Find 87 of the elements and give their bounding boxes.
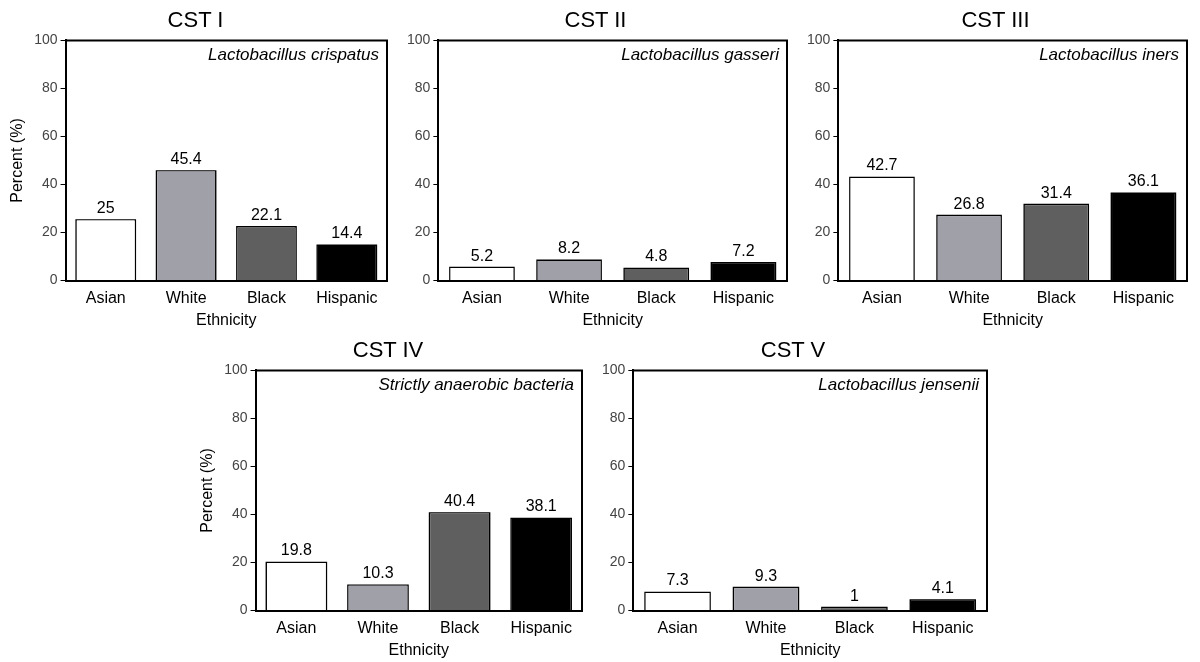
y-tick-label: 100 <box>807 31 831 48</box>
x-axis-title: Ethnicity <box>982 310 1043 328</box>
x-tick-label: White <box>548 288 590 306</box>
y-tick-label: 0 <box>422 271 431 288</box>
y-tick-label: 60 <box>609 457 626 474</box>
data-label: 38.1 <box>525 497 557 515</box>
annotation: Strictly anaerobic bacteria <box>378 374 574 394</box>
x-axis-title: Ethnicity <box>388 640 450 658</box>
y-tick-label: 0 <box>49 271 58 288</box>
data-label: 45.4 <box>170 149 202 167</box>
x-tick-label: Black <box>636 288 677 306</box>
y-tick-label: 100 <box>224 361 248 378</box>
y-tick-label: 0 <box>617 601 626 618</box>
x-tick-label: White <box>357 618 399 636</box>
y-tick-label: 20 <box>609 553 626 570</box>
y-tick-label: 60 <box>414 127 431 144</box>
x-tick-label: Black <box>1036 288 1077 306</box>
data-label: 22.1 <box>250 205 283 223</box>
y-tick-label: 60 <box>231 457 248 474</box>
y-tick-label: 0 <box>822 271 831 288</box>
data-label: 10.3 <box>362 564 394 582</box>
data-label: 25 <box>96 198 115 216</box>
y-tick-label: 60 <box>41 127 58 144</box>
y-tick-label: 40 <box>41 175 58 192</box>
y-tick-label: 40 <box>414 175 431 192</box>
data-label: 8.2 <box>557 239 581 257</box>
x-tick-label: Hispanic <box>510 618 572 636</box>
y-tick-label: 20 <box>414 223 431 240</box>
y-tick-label: 80 <box>414 79 431 96</box>
data-label: 42.7 <box>866 156 898 174</box>
x-tick-label: Asian <box>657 618 698 636</box>
y-tick-label: 60 <box>814 127 831 144</box>
data-label: 4.1 <box>931 579 955 597</box>
x-tick-label: Asian <box>461 288 502 306</box>
y-tick-label: 100 <box>407 31 431 48</box>
y-axis-title: Percent (%) <box>8 118 26 203</box>
annotation: Lactobacillus iners <box>1039 44 1180 64</box>
y-tick-label: 20 <box>231 553 248 570</box>
y-tick-label: 100 <box>34 31 58 48</box>
data-label: 7.2 <box>732 241 755 259</box>
chart-title: CST V <box>760 337 826 363</box>
data-label: 9.3 <box>754 566 778 584</box>
data-label: 4.8 <box>645 247 668 265</box>
data-label: 31.4 <box>1040 183 1072 201</box>
y-tick-label: 80 <box>609 409 626 426</box>
y-tick-label: 40 <box>814 175 831 192</box>
x-tick-label: Asian <box>861 288 902 306</box>
x-tick-label: White <box>165 288 207 306</box>
y-tick-label: 100 <box>602 361 626 378</box>
annotation: Lactobacillus gasseri <box>621 44 781 64</box>
x-tick-label: Hispanic <box>712 288 775 306</box>
x-tick-label: Asian <box>276 618 317 636</box>
annotation: Lactobacillus crispatus <box>207 44 380 64</box>
x-axis-title: Ethnicity <box>779 640 841 658</box>
x-tick-label: Hispanic <box>912 618 974 636</box>
data-label: 5.2 <box>470 246 494 264</box>
x-tick-label: Black <box>834 618 875 636</box>
data-label: 19.8 <box>280 541 313 559</box>
y-tick-label: 40 <box>609 505 626 522</box>
y-tick-label: 20 <box>814 223 831 240</box>
data-label: 1 <box>849 586 859 604</box>
y-tick-label: 80 <box>231 409 248 426</box>
x-tick-label: Hispanic <box>1112 288 1175 306</box>
data-label: 14.4 <box>331 224 363 242</box>
y-tick-label: 0 <box>239 601 248 618</box>
y-axis-title: Percent (%) <box>198 448 216 533</box>
y-tick-label: 80 <box>814 79 831 96</box>
annotation: Lactobacillus jensenii <box>818 374 981 394</box>
x-tick-label: Black <box>440 618 481 636</box>
x-tick-label: Black <box>246 288 288 306</box>
data-label: 26.8 <box>953 194 985 212</box>
y-tick-label: 20 <box>41 223 58 240</box>
y-tick-label: 40 <box>231 505 248 522</box>
chart-title: CST III <box>961 7 1030 33</box>
x-axis-title: Ethnicity <box>582 310 643 328</box>
data-label: 40.4 <box>444 491 476 509</box>
chart-title: CST IV <box>352 337 424 363</box>
x-tick-label: White <box>745 618 787 636</box>
chart-title: CST II <box>564 7 627 33</box>
x-axis-title: Ethnicity <box>196 310 257 328</box>
x-tick-label: Hispanic <box>316 288 378 306</box>
chart-title: CST I <box>167 7 224 33</box>
data-label: 7.3 <box>666 571 689 589</box>
x-tick-label: White <box>948 288 990 306</box>
x-tick-label: Asian <box>85 288 126 306</box>
y-tick-label: 80 <box>41 79 58 96</box>
data-label: 36.1 <box>1127 172 1160 190</box>
